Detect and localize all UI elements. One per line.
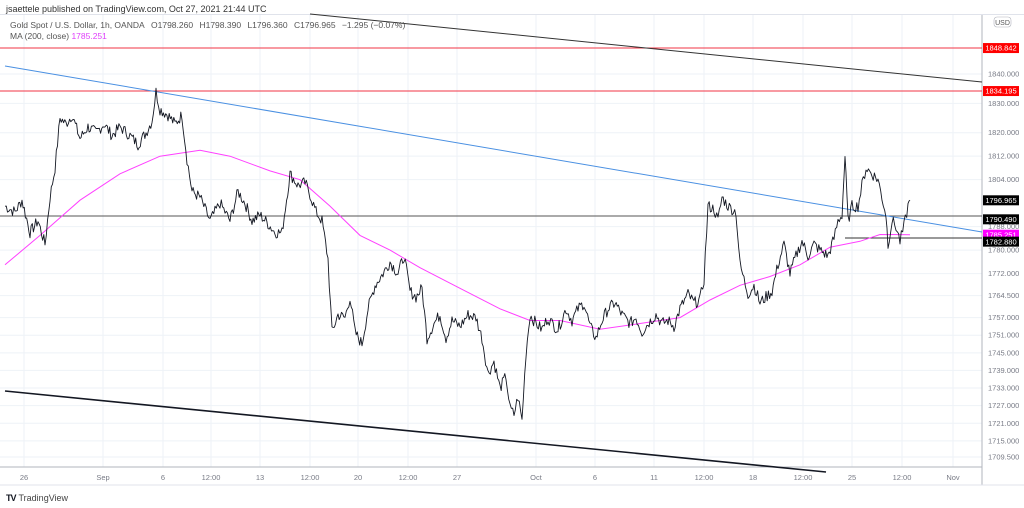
price-tick: 1727.000 xyxy=(988,401,1019,410)
publisher-line: jsaettele published on TradingView.com, … xyxy=(6,4,267,14)
open-value: O1798.260 xyxy=(151,20,194,30)
price-tick: 1780.000 xyxy=(988,246,1019,255)
blue-trendline[interactable] xyxy=(4,65,983,233)
high-value: H1798.390 xyxy=(199,20,242,30)
ohlc-row: Gold Spot / U.S. Dollar, 1h, OANDA O1798… xyxy=(10,20,409,31)
price-tick: 1715.000 xyxy=(988,436,1019,445)
tradingview-mark-icon: TV xyxy=(6,493,16,503)
close-value: C1796.965 xyxy=(294,20,336,30)
svg-text:1782.880: 1782.880 xyxy=(985,237,1016,246)
tradingview-logo[interactable]: TV TradingView xyxy=(6,493,68,503)
price-tick: 1804.000 xyxy=(988,175,1019,184)
currency-badge[interactable]: USD xyxy=(993,16,1012,28)
price-tick: 1751.000 xyxy=(988,331,1019,340)
time-tick: Nov xyxy=(946,473,960,482)
time-tick: 11 xyxy=(650,473,658,482)
chart-grid xyxy=(0,15,982,467)
time-tick: Oct xyxy=(530,473,543,482)
svg-text:1790.490: 1790.490 xyxy=(985,215,1016,224)
price-tick: 1840.000 xyxy=(988,70,1019,79)
price-label: 1848.842 xyxy=(983,43,1019,54)
svg-text:1796.965: 1796.965 xyxy=(985,196,1016,205)
svg-text:1848.842: 1848.842 xyxy=(985,44,1016,53)
change-value: −1.295 (−0.07%) xyxy=(341,20,406,30)
price-label: 1796.965 xyxy=(983,195,1019,206)
time-tick: 12:00 xyxy=(202,473,221,482)
svg-text:1785.251: 1785.251 xyxy=(985,230,1016,239)
chart-legend: Gold Spot / U.S. Dollar, 1h, OANDA O1798… xyxy=(10,20,409,42)
price-label: 1834.195 xyxy=(983,86,1019,97)
time-tick: 18 xyxy=(749,473,757,482)
symbol-title[interactable]: Gold Spot / U.S. Dollar, 1h, OANDA xyxy=(10,20,145,30)
price-label: 1782.880 xyxy=(983,236,1019,247)
price-tick: 1830.000 xyxy=(988,99,1019,108)
time-tick: 26 xyxy=(20,473,28,482)
time-axis-ticks: 26 Sep 6 12:00 13 12:00 20 12:00 27 Oct 6 11 12:00 18… xyxy=(20,473,960,482)
price-tick: 1733.000 xyxy=(988,384,1019,393)
time-tick: 27 xyxy=(453,473,461,482)
time-tick: 12:00 xyxy=(399,473,418,482)
price-label: 1790.490 xyxy=(983,214,1019,225)
svg-text:1834.195: 1834.195 xyxy=(985,87,1016,96)
price-labels: 1848.842 1834.195 1796.965 1790.490 1785.251… xyxy=(983,43,1019,247)
time-tick: 6 xyxy=(161,473,165,482)
ma-200-line[interactable] xyxy=(4,149,911,330)
price-tick: 1721.000 xyxy=(988,419,1019,428)
low-value: L1796.360 xyxy=(247,20,288,30)
price-tick: 1709.500 xyxy=(988,453,1019,462)
price-tick: 1757.000 xyxy=(988,313,1019,322)
time-tick: 6 xyxy=(593,473,597,482)
price-tick: 1739.000 xyxy=(988,366,1019,375)
price-tick: 1745.000 xyxy=(988,348,1019,357)
time-tick: 20 xyxy=(354,473,362,482)
time-tick: 12:00 xyxy=(695,473,714,482)
price-tick: 1772.000 xyxy=(988,269,1019,278)
price-candles[interactable] xyxy=(4,87,911,420)
tradingview-wordmark: TradingView xyxy=(18,493,69,503)
price-tick: 1764.500 xyxy=(988,291,1019,300)
ma-label[interactable]: MA (200, close) xyxy=(10,31,70,41)
ma-value: 1785.251 xyxy=(71,31,107,41)
upper-channel-line[interactable] xyxy=(309,13,983,83)
time-tick: 12:00 xyxy=(893,473,912,482)
time-tick: 25 xyxy=(848,473,856,482)
time-tick: Sep xyxy=(96,473,109,482)
price-tick: 1812.000 xyxy=(988,152,1019,161)
time-tick: 12:00 xyxy=(794,473,813,482)
price-label: 1785.251 xyxy=(983,229,1019,240)
lower-channel-line[interactable] xyxy=(4,390,827,473)
currency-label: USD xyxy=(995,20,1010,27)
chart-frame[interactable] xyxy=(0,14,1024,485)
ma-row: MA (200, close) 1785.251 xyxy=(10,31,409,42)
price-tick: 1820.000 xyxy=(988,128,1019,137)
price-axis-ticks: 1840.000 1830.000 1820.000 1812.000 1804.000… xyxy=(988,70,1019,462)
time-tick: 13 xyxy=(256,473,264,482)
time-tick: 12:00 xyxy=(301,473,320,482)
price-tick: 1788.000 xyxy=(988,222,1019,231)
